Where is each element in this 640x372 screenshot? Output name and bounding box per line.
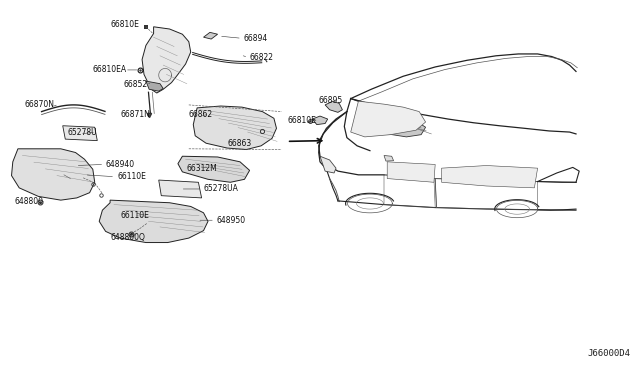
Text: 648950: 648950 — [216, 216, 246, 225]
Polygon shape — [204, 32, 218, 39]
Polygon shape — [384, 155, 394, 161]
Text: 66810EA: 66810EA — [93, 65, 127, 74]
Text: 66110E: 66110E — [120, 211, 149, 220]
Text: 66810E: 66810E — [110, 20, 139, 29]
Text: 65278UA: 65278UA — [204, 185, 238, 193]
Polygon shape — [351, 101, 426, 137]
Text: 65278U: 65278U — [67, 128, 97, 137]
Text: 66862: 66862 — [189, 110, 213, 119]
Text: 66110E: 66110E — [117, 172, 146, 181]
Polygon shape — [387, 162, 435, 182]
Text: 66822: 66822 — [250, 53, 274, 62]
Polygon shape — [146, 81, 163, 91]
Text: 66870N: 66870N — [24, 100, 54, 109]
Text: J66000D4: J66000D4 — [588, 349, 630, 358]
Polygon shape — [178, 156, 250, 182]
Polygon shape — [325, 101, 342, 112]
Text: 66863: 66863 — [227, 139, 252, 148]
Polygon shape — [142, 27, 191, 93]
Text: 648800Q: 648800Q — [110, 233, 145, 242]
Text: 66852: 66852 — [124, 80, 148, 89]
Text: 648800: 648800 — [14, 197, 43, 206]
Polygon shape — [12, 149, 95, 200]
Text: 648940: 648940 — [106, 160, 135, 169]
Text: 66895: 66895 — [319, 96, 343, 105]
Polygon shape — [99, 200, 208, 243]
Polygon shape — [320, 156, 336, 173]
Polygon shape — [365, 112, 426, 137]
Polygon shape — [159, 180, 202, 198]
Text: 66810E: 66810E — [288, 116, 317, 125]
Text: 66894: 66894 — [243, 34, 268, 43]
Text: 66312M: 66312M — [187, 164, 218, 173]
Polygon shape — [312, 116, 328, 125]
Polygon shape — [193, 106, 276, 150]
Polygon shape — [442, 166, 538, 188]
Polygon shape — [63, 126, 97, 141]
Text: 66871N: 66871N — [120, 110, 150, 119]
